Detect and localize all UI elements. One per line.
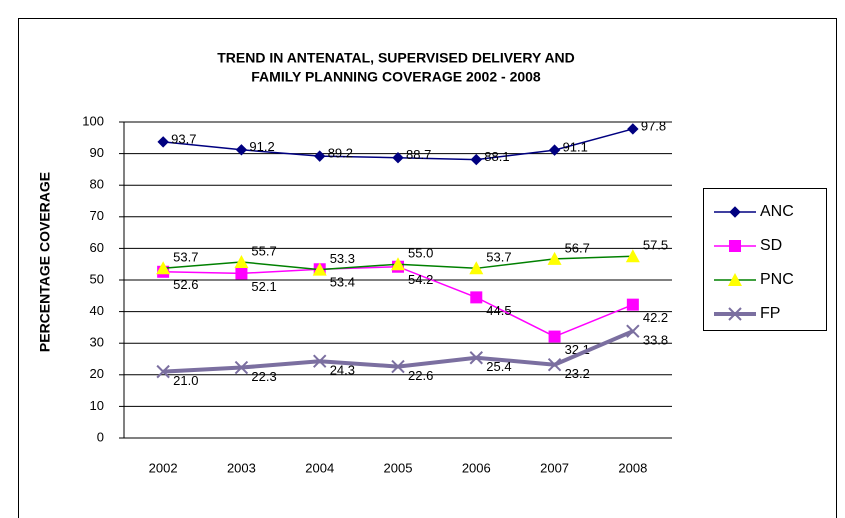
data-point [392, 152, 404, 164]
data-point [391, 257, 405, 271]
data-label: 24.3 [330, 363, 355, 378]
data-label: 42.2 [643, 310, 668, 325]
data-point [314, 150, 326, 162]
data-point [470, 291, 483, 304]
data-label: 55.0 [408, 246, 433, 261]
data-label: 55.7 [251, 243, 276, 258]
data-point [312, 262, 327, 276]
data-label: 89.2 [328, 146, 353, 161]
data-point [548, 144, 561, 156]
data-label: 54.2 [408, 272, 433, 287]
legend-marker [728, 307, 742, 321]
chart-title: FAMILY PLANNING COVERAGE 2002 - 2008 [251, 69, 541, 85]
data-point [625, 249, 640, 263]
x-tick-label: 2008 [618, 460, 647, 475]
data-point [469, 261, 484, 275]
legend-label: SD [760, 237, 782, 254]
data-label: 57.5 [643, 238, 668, 253]
data-label: 53.4 [330, 275, 355, 290]
data-label: 53.7 [173, 250, 198, 265]
data-label: 21.0 [173, 373, 198, 388]
data-label: 56.7 [565, 240, 590, 255]
legend-label: PNC [760, 271, 794, 288]
data-label: 97.8 [641, 118, 666, 133]
data-label: 91.2 [249, 139, 274, 154]
data-point [547, 251, 562, 265]
x-tick-label: 2006 [462, 460, 491, 475]
data-label: 23.2 [565, 366, 590, 381]
data-label: 52.6 [173, 277, 198, 292]
data-label: 88.1 [484, 149, 509, 164]
data-label: 53.3 [330, 251, 355, 266]
y-tick-label: 90 [90, 145, 104, 160]
y-tick-label: 0 [97, 429, 104, 444]
data-point [234, 254, 249, 268]
y-tick-label: 70 [90, 208, 104, 223]
y-tick-label: 40 [90, 303, 104, 318]
data-label: 88.7 [406, 147, 431, 162]
data-label: 91.1 [563, 140, 588, 155]
data-label: 44.5 [486, 303, 511, 318]
data-point [235, 267, 248, 280]
legend-label: ANC [760, 203, 794, 220]
data-label: 22.6 [408, 368, 433, 383]
y-axis-label: PERCENTAGE COVERAGE [37, 172, 53, 352]
data-point [470, 153, 482, 166]
y-tick-label: 20 [90, 366, 104, 381]
y-tick-label: 50 [90, 271, 104, 286]
x-tick-label: 2003 [227, 460, 256, 475]
data-point [626, 324, 640, 338]
data-point [548, 330, 561, 343]
data-point [627, 123, 639, 135]
data-point [391, 359, 405, 374]
chart-frame [18, 18, 837, 518]
data-point [235, 144, 248, 156]
y-tick-label: 60 [90, 240, 104, 255]
y-tick-label: 10 [90, 398, 104, 413]
data-label: 52.1 [251, 279, 276, 294]
legend-label: FP [760, 305, 780, 322]
data-label: 25.4 [486, 359, 511, 374]
data-label: 53.7 [486, 250, 511, 265]
y-tick-label: 100 [82, 113, 104, 128]
data-label: 93.7 [171, 131, 196, 146]
data-point [156, 261, 171, 275]
data-point [313, 354, 327, 368]
y-tick-label: 80 [90, 177, 104, 192]
data-point [547, 357, 562, 372]
x-tick-label: 2004 [305, 460, 334, 475]
x-tick-label: 2005 [384, 460, 413, 475]
data-point [626, 298, 639, 311]
legend-marker [728, 273, 742, 286]
data-point [157, 136, 169, 148]
data-label: 22.3 [251, 369, 276, 384]
data-point [156, 364, 170, 379]
data-label: 33.8 [643, 333, 668, 348]
legend-marker [729, 206, 741, 218]
legend-marker [729, 240, 741, 252]
chart-title: TREND IN ANTENATAL, SUPERVISED DELIVERY … [217, 50, 575, 66]
y-tick-label: 30 [90, 335, 104, 350]
data-point [234, 360, 249, 375]
x-tick-label: 2002 [149, 460, 178, 475]
data-point [469, 351, 483, 365]
x-tick-label: 2007 [540, 460, 569, 475]
